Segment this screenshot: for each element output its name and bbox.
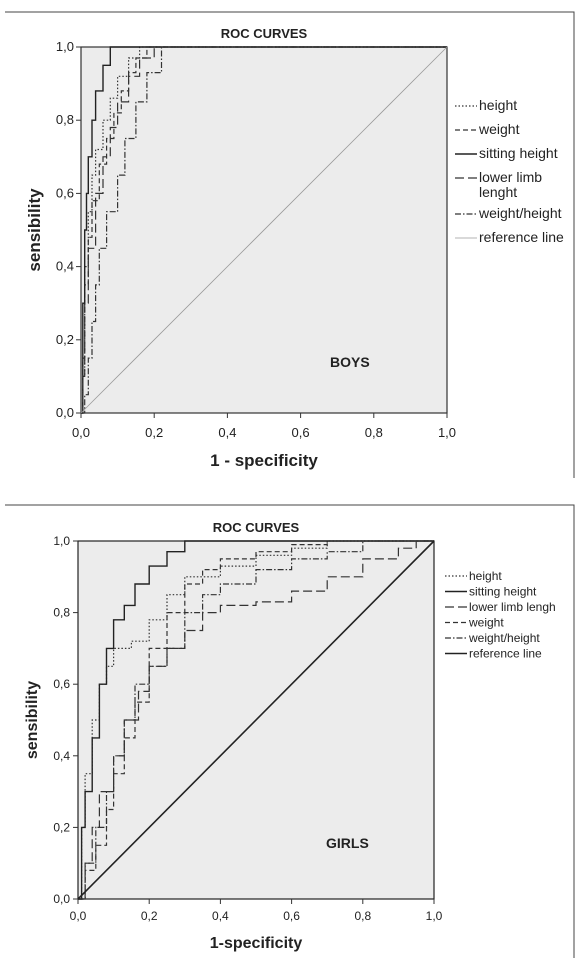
girls-chart-title: ROC CURVES	[213, 520, 300, 535]
boys-series-lower-limb-lenght	[81, 46, 447, 414]
girls-y-tick-label: 0,2	[53, 820, 70, 834]
boys-y-tick-label: 0,6	[56, 185, 74, 200]
boys-legend-label-lower-limb-lenght: lower limb lenght	[479, 169, 542, 200]
girls-y-tick-label: 1,0	[53, 534, 70, 548]
girls-y-tick-label: 0,0	[53, 892, 70, 906]
girls-x-tick-label: 0,0	[70, 909, 87, 923]
boys-group-annotation: BOYS	[330, 354, 370, 370]
boys-y-tick-label: 0,2	[56, 332, 74, 347]
girls-x-tick-label: 0,2	[141, 909, 158, 923]
girls-series-reference-line	[77, 540, 435, 900]
girls-series-weight-height	[78, 540, 434, 900]
girls-legend-label-lower-limb-lengh: lower limb lengh	[469, 600, 556, 614]
girls-legend-label-height: height	[469, 569, 502, 583]
boys-x-tick-label: 0,0	[72, 425, 90, 440]
boys-panel: ROC CURVES 0,0 0,2 0,4 0,6 0,8 1,0 0,0 0,2 0,4 0,6…	[5, 11, 575, 478]
girls-x-tick-label: 1,0	[426, 909, 443, 923]
boys-x-tick-label: 0,2	[145, 425, 163, 440]
boys-legend-label-weight-height: weight/height	[478, 205, 562, 221]
girls-panel: ROC CURVES 0,0 0,2 0,4 0,6 0,8 1,0 0,0 0,2 0,4 0,6…	[5, 504, 575, 958]
boys-series-weight-height	[81, 46, 447, 414]
boys-legend-label-sitting-height: sitting height	[479, 145, 558, 161]
girls-series-weight	[78, 540, 434, 900]
boys-x-axis-label: 1 - specificity	[210, 451, 318, 470]
girls-series-lower-limb-lengh	[78, 540, 434, 900]
boys-x-tick-label: 0,8	[365, 425, 383, 440]
boys-x-tick-label: 0,4	[218, 425, 236, 440]
boys-x-tick-label: 1,0	[438, 425, 456, 440]
girls-y-tick-label: 0,8	[53, 606, 70, 620]
boys-legend-label-height: height	[479, 97, 517, 113]
boys-series-reference-line	[80, 46, 448, 414]
girls-panel-frame	[5, 504, 575, 958]
girls-y-tick-label: 0,6	[53, 677, 70, 691]
girls-series-sitting-height	[78, 540, 434, 900]
boys-y-tick-label: 0,0	[56, 405, 74, 420]
boys-series-sitting-height	[81, 46, 447, 414]
girls-x-tick-label: 0,8	[354, 909, 371, 923]
boys-y-axis-label: sensibility	[25, 188, 44, 272]
boys-y-tick-label: 0,4	[56, 259, 74, 274]
girls-legend-label-sitting-height: sitting height	[469, 585, 537, 599]
boys-legend-label-reference-line: reference line	[479, 229, 564, 245]
boys-y-tick-label: 0,8	[56, 112, 74, 127]
boys-legend-label-weight: weight	[478, 121, 520, 137]
girls-x-tick-label: 0,4	[212, 909, 229, 923]
boys-chart-title: ROC CURVES	[221, 26, 308, 41]
boys-x-tick-label: 0,6	[292, 425, 310, 440]
girls-x-tick-label: 0,6	[283, 909, 300, 923]
girls-legend-label-weight-height: weight/height	[468, 631, 540, 645]
girls-legend-label-weight: weight	[468, 616, 504, 630]
boys-y-tick-label: 1,0	[56, 39, 74, 54]
girls-group-annotation: GIRLS	[326, 835, 369, 851]
boys-panel-frame	[5, 11, 575, 478]
girls-y-tick-label: 0,4	[53, 749, 70, 763]
girls-legend-label-reference-line: reference line	[469, 647, 542, 661]
girls-y-axis-label: sensibility	[24, 681, 41, 759]
girls-x-axis-label: 1-specificity	[210, 935, 303, 952]
